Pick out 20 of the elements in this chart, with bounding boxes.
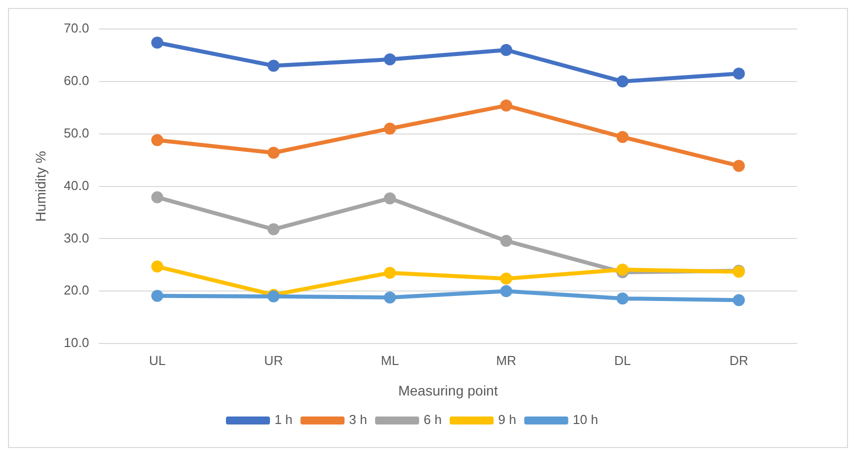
legend-label: 1 h <box>274 412 293 428</box>
y-tick-label: 20.0 <box>64 282 90 298</box>
y-axis-title: Humidity % <box>32 150 48 222</box>
legend-label: 3 h <box>349 412 368 428</box>
x-tick-label: UR <box>264 352 283 368</box>
x-tick-label: MR <box>496 352 516 368</box>
x-axis-title: Measuring point <box>398 382 498 398</box>
legend-label: 9 h <box>498 412 516 428</box>
legend-label: 10 h <box>572 412 598 428</box>
x-tick-label: UL <box>148 352 166 368</box>
y-tick-label: 30.0 <box>64 230 90 246</box>
x-tick-label: ML <box>380 352 399 368</box>
x-tick-label: DR <box>729 352 748 368</box>
x-tick-label: DL <box>614 352 631 368</box>
legend-label: 6 h <box>424 412 442 428</box>
y-tick-label: 40.0 <box>64 178 90 193</box>
y-tick-label: 10.0 <box>64 335 90 350</box>
y-tick-label: 70.0 <box>64 20 90 36</box>
y-tick-label: 50.0 <box>64 125 90 140</box>
y-tick-label: 60.0 <box>64 73 90 88</box>
